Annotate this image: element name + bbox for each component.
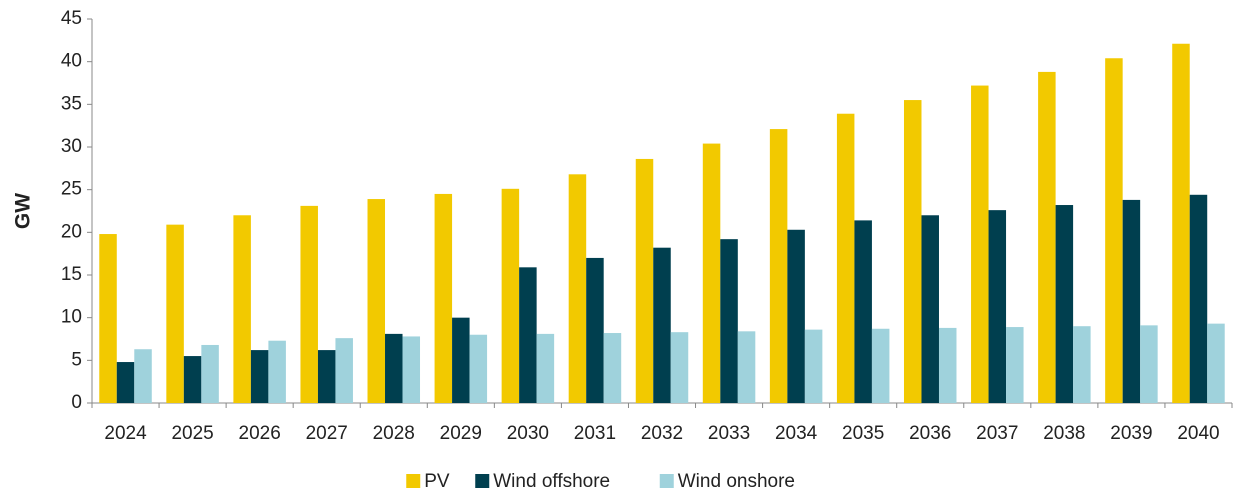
bar <box>787 229 805 403</box>
x-tick-label: 2036 <box>909 423 951 444</box>
x-tick-label: 2030 <box>507 423 549 444</box>
bar <box>702 143 721 403</box>
bar <box>501 188 520 403</box>
y-tick-label: 35 <box>61 93 82 114</box>
bar <box>519 267 537 403</box>
y-tick-label: 20 <box>61 221 82 242</box>
bar <box>166 224 184 403</box>
x-tick-label: 2025 <box>171 423 213 444</box>
bar <box>385 333 403 403</box>
bar <box>1073 326 1091 403</box>
legend-swatch <box>406 474 421 488</box>
bar <box>469 334 488 403</box>
bar <box>871 328 890 403</box>
bar <box>402 336 421 403</box>
bar <box>1172 43 1190 403</box>
bar <box>233 215 251 403</box>
y-tick-label: 45 <box>61 8 82 29</box>
bar <box>804 329 823 403</box>
bar <box>1038 71 1056 403</box>
bar <box>854 220 872 403</box>
x-tick-label: 2032 <box>641 423 683 444</box>
bar <box>1122 199 1141 403</box>
y-tick-label: 15 <box>61 264 82 285</box>
bar <box>769 129 788 403</box>
bar <box>99 234 117 403</box>
bar <box>921 215 939 403</box>
legend-label: PV <box>424 471 450 492</box>
x-tick-label: 2028 <box>373 423 415 444</box>
bar <box>737 331 756 403</box>
bar <box>971 85 989 403</box>
bar <box>586 257 604 403</box>
y-tick-label: 40 <box>61 51 82 72</box>
legend-label: Wind offshore <box>493 471 610 492</box>
bar <box>116 362 135 403</box>
legend-swatch <box>475 474 490 488</box>
x-tick-label: 2039 <box>1110 423 1152 444</box>
x-tick-label: 2035 <box>842 423 884 444</box>
bar <box>653 247 671 403</box>
bar <box>1055 205 1074 403</box>
x-tick-label: 2027 <box>306 423 348 444</box>
bar <box>988 210 1007 403</box>
x-tick-label: 2031 <box>574 423 616 444</box>
bar <box>1140 325 1158 403</box>
x-tick-label: 2024 <box>104 423 147 444</box>
x-tick-label: 2040 <box>1177 423 1219 444</box>
bar <box>670 332 689 403</box>
bar <box>720 239 738 403</box>
bar <box>317 350 336 403</box>
legend-label: Wind onshore <box>678 471 795 492</box>
bar <box>452 317 470 403</box>
y-tick-label: 5 <box>71 349 82 370</box>
bar <box>1207 323 1225 403</box>
bar <box>568 174 587 403</box>
bar <box>134 349 152 403</box>
y-tick-label: 25 <box>61 179 82 200</box>
x-tick-label: 2034 <box>775 423 818 444</box>
bar <box>1189 194 1208 403</box>
bar <box>1105 58 1123 404</box>
bar <box>603 333 622 403</box>
x-tick-label: 2037 <box>976 423 1018 444</box>
bar <box>938 327 957 403</box>
bar <box>1006 327 1024 403</box>
bar <box>300 205 318 403</box>
bar <box>434 193 453 403</box>
x-tick-label: 2026 <box>239 423 281 444</box>
y-tick-label: 30 <box>61 136 82 157</box>
bar <box>836 113 855 403</box>
bar <box>903 100 922 404</box>
bar <box>183 356 202 403</box>
bar <box>268 340 286 403</box>
bar <box>335 338 353 403</box>
bar <box>201 344 219 403</box>
x-tick-label: 2038 <box>1043 423 1085 444</box>
bar <box>250 350 269 403</box>
y-axis-label: GW <box>12 193 35 229</box>
y-tick-label: 10 <box>61 307 82 328</box>
x-tick-label: 2033 <box>708 423 750 444</box>
legend-swatch <box>659 474 674 488</box>
y-tick-label: 0 <box>71 392 82 413</box>
bar <box>536 333 555 403</box>
bar <box>367 199 386 403</box>
x-tick-label: 2029 <box>440 423 482 444</box>
bar <box>635 158 654 403</box>
